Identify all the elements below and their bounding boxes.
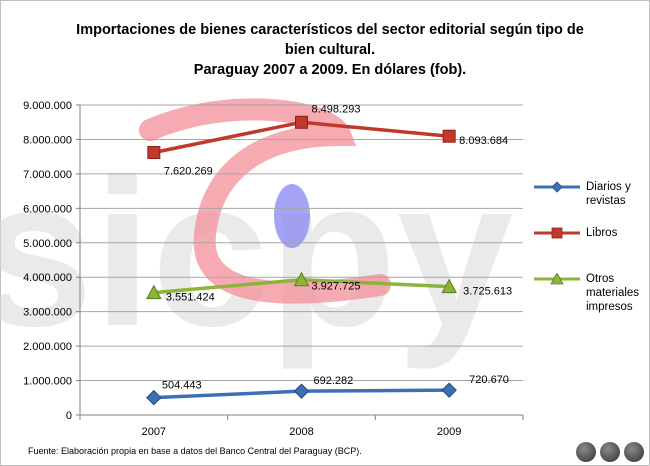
data-labels: 504.443 692.282 720.670 7.620.269 8.498.293 8… <box>162 103 512 391</box>
data-point <box>293 383 310 399</box>
y-tick-label: 1.000.000 <box>23 376 72 388</box>
data-label: 3.927.725 <box>312 281 361 293</box>
y-tick-label: 9.000.000 <box>23 100 72 112</box>
data-label: 8.093.684 <box>459 135 508 147</box>
y-tick-label: 0 <box>66 410 72 422</box>
data-label: 3.725.613 <box>463 286 512 298</box>
watermark-dot <box>274 184 310 248</box>
data-point <box>442 129 456 143</box>
data-point <box>147 146 161 160</box>
data-label: 7.620.269 <box>164 166 213 178</box>
legend-label-libros: Libros <box>586 227 618 239</box>
title-line-1: Importaciones de bienes característicos … <box>76 22 584 38</box>
corner-icons <box>576 442 644 462</box>
y-tick-label: 8.000.000 <box>23 134 72 146</box>
data-point <box>441 382 457 398</box>
watermark: sicpy <box>0 98 514 370</box>
y-tick-label: 4.000.000 <box>23 272 72 284</box>
data-point <box>293 271 310 287</box>
data-point <box>145 284 162 300</box>
data-point <box>441 278 458 294</box>
series-layer <box>145 115 458 406</box>
y-tick-label: 2.000.000 <box>23 341 72 353</box>
title-line-2: bien cultural. <box>284 42 376 58</box>
legend-item-diarios: Diarios y revistas <box>532 180 647 207</box>
y-tick-label: 5.000.000 <box>23 238 72 250</box>
title-line-3: Paraguay 2007 a 2009. En dólares (fob). <box>193 62 467 78</box>
data-point <box>146 389 162 406</box>
circle-icon <box>600 442 620 462</box>
x-tick-label: 2008 <box>289 426 313 438</box>
gridlines <box>80 104 523 382</box>
watermark-text: sicpy <box>0 135 514 370</box>
legend-label-diarios: Diarios y revistas <box>586 181 631 207</box>
x-tick-label: 2007 <box>142 426 166 438</box>
chart-title: Importaciones de bienes característicos … <box>70 20 590 80</box>
legend-marker-otros <box>534 273 580 285</box>
data-label: 504.443 <box>162 380 202 392</box>
x-tick-label: 2009 <box>437 426 461 438</box>
y-tick-label: 3.000.000 <box>23 307 72 319</box>
data-label: 3.551.424 <box>166 292 215 304</box>
legend-item-otros: Otros materiales impresos <box>532 272 647 313</box>
watermark-swoosh <box>139 98 391 304</box>
legend-marker-libros <box>534 227 580 239</box>
circle-icon <box>576 442 596 462</box>
legend-label-otros: Otros materiales impresos <box>586 273 640 313</box>
data-label: 8.498.293 <box>312 103 361 115</box>
legend: Diarios y revistas Libros Otros material… <box>532 180 647 318</box>
legend-item-libros: Libros <box>532 226 647 242</box>
circle-icon <box>624 442 644 462</box>
legend-marker-diarios <box>534 181 580 193</box>
data-point <box>295 115 308 129</box>
y-tick-label: 7.000.000 <box>23 169 72 181</box>
axes: 0 1.000.000 2.000.000 3.000.000 4.000.000 5.0… <box>23 100 524 438</box>
y-tick-label: 6.000.000 <box>23 203 72 215</box>
data-label: 692.282 <box>314 375 354 387</box>
data-label: 720.670 <box>469 374 509 386</box>
source-note: Fuente: Elaboración propia en base a dat… <box>28 446 362 456</box>
